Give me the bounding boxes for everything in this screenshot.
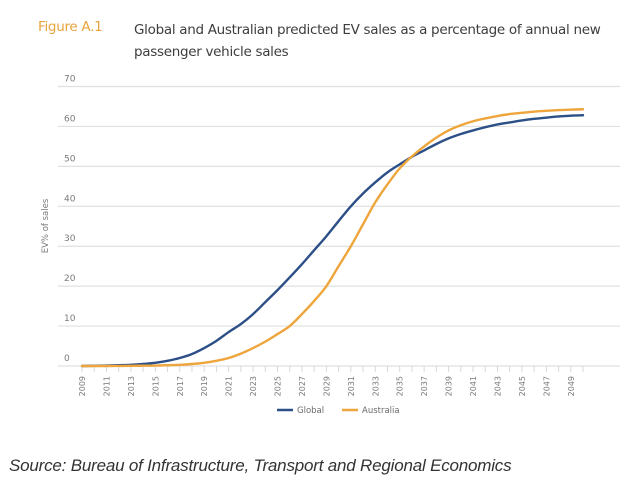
figure-label: Figure A.1 [38,19,103,35]
x-tick-label: 2023 [249,376,258,396]
ev-sales-chart: 0 10 20 30 40 50 60 70 2009 2011 2013 2015 2017 2019… [41,75,620,416]
x-tick-label: 2037 [420,376,429,396]
legend-label-australia: Australia [362,406,400,416]
x-ticks [81,366,584,372]
x-tick-label: 2013 [127,376,136,396]
x-tick-label: 2029 [322,376,331,396]
x-tick-label: 2043 [493,376,502,396]
x-tick-label: 2033 [371,376,380,396]
y-tick-label: 20 [64,274,76,284]
x-tick-label: 2035 [396,376,405,396]
y-axis-label: EV% of sales [41,198,51,253]
x-tick-label: 2041 [469,376,478,396]
series-line-australia [80,108,585,368]
x-tick-label: 2045 [518,376,527,396]
y-tick-label: 10 [64,314,76,324]
legend-label-global: Global [297,406,324,416]
y-tick-label: 40 [64,194,76,204]
gridlines [58,85,620,367]
x-tick-label: 2027 [298,376,307,396]
figure-title: Global and Australian predicted EV sales… [134,22,601,60]
series-lines [80,108,585,368]
x-tick-label: 2019 [200,376,209,396]
x-tick-label: 2025 [274,376,283,396]
x-tick-label: 2049 [567,376,576,396]
x-tick-label: 2039 [445,376,454,396]
x-tick-label: 2017 [176,376,185,396]
x-tick-label: 2009 [78,376,87,396]
y-tick-label: 30 [64,234,76,244]
y-tick-label: 50 [64,154,76,164]
y-tick-label: 70 [64,75,76,85]
source-note: Source: Bureau of Infrastructure, Transp… [9,456,512,475]
y-tick-label: 0 [64,354,70,364]
y-tick-labels: 0 10 20 30 40 50 60 70 [64,75,76,365]
x-tick-label: 2031 [347,376,356,396]
series-line-global [80,114,585,368]
x-tick-label: 2021 [225,376,234,396]
x-tick-label: 2047 [542,376,551,396]
y-tick-label: 60 [64,114,76,124]
x-tick-label: 2011 [102,376,111,396]
legend: Global Australia [277,406,400,416]
x-tick-labels: 2009 2011 2013 2015 2017 2019 2021 2023 2025 2027… [78,376,576,396]
x-tick-label: 2015 [151,376,160,396]
